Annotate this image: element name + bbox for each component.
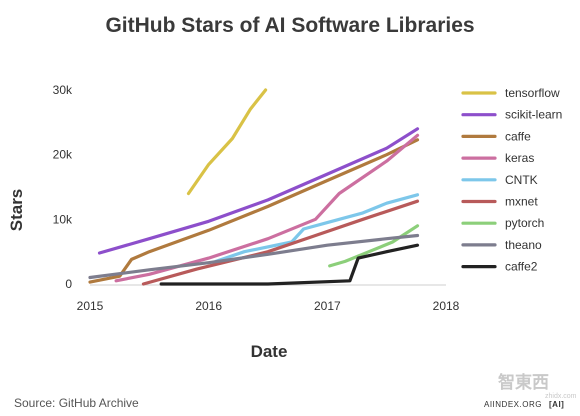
series-line-scikit-learn — [97, 127, 420, 255]
x-axis-label: Date — [251, 342, 288, 361]
source-note: Source: GitHub Archive — [14, 396, 139, 410]
y-tick-label: 20k — [53, 148, 73, 162]
x-tick-label: 2017 — [314, 299, 341, 313]
series-line-cntk — [214, 193, 420, 263]
y-tick-label: 0 — [65, 277, 72, 291]
x-tick-label: 2018 — [433, 299, 460, 313]
x-axis: 2015 2016 2017 2018 — [77, 299, 460, 313]
watermark-text: 智東西 — [498, 372, 549, 392]
legend-label-pytorch: pytorch — [505, 216, 544, 230]
series-line-tensorflow — [186, 88, 268, 196]
legend-label-mxnet: mxnet — [505, 195, 538, 209]
legend-label-cntk: CNTK — [505, 173, 538, 187]
series-line-caffe — [88, 138, 420, 284]
legend-label-theano: theano — [505, 238, 542, 252]
series-line-pytorch — [328, 224, 420, 268]
chart-title: GitHub Stars of AI Software Libraries — [105, 14, 474, 37]
legend-label-scikit-learn: scikit-learn — [505, 108, 562, 122]
brand-text: AIINDEX.ORG — [484, 400, 542, 409]
legend-label-keras: keras — [505, 151, 534, 165]
plot-area — [88, 88, 420, 286]
legend-label-caffe: caffe — [505, 129, 531, 143]
y-axis-label: Stars — [7, 189, 26, 232]
brand-logo-icon: [AI] — [549, 400, 564, 409]
y-tick-label: 10k — [53, 212, 73, 226]
y-axis: 0 10k 20k 30k — [53, 83, 73, 291]
series-line-mxnet — [141, 199, 420, 286]
series-line-caffe2 — [159, 243, 420, 286]
watermark-subtext: zhidx.com — [545, 393, 577, 400]
series-line-keras — [114, 133, 420, 283]
legend-label-caffe2: caffe2 — [505, 260, 538, 274]
legend-label-tensorflow: tensorflow — [505, 86, 560, 100]
legend: tensorflow scikit-learn caffe keras CNTK mxne… — [461, 86, 562, 274]
x-tick-label: 2016 — [195, 299, 222, 313]
y-tick-label: 30k — [53, 83, 73, 97]
series-line-theano — [88, 233, 420, 280]
x-tick-label: 2015 — [77, 299, 104, 313]
